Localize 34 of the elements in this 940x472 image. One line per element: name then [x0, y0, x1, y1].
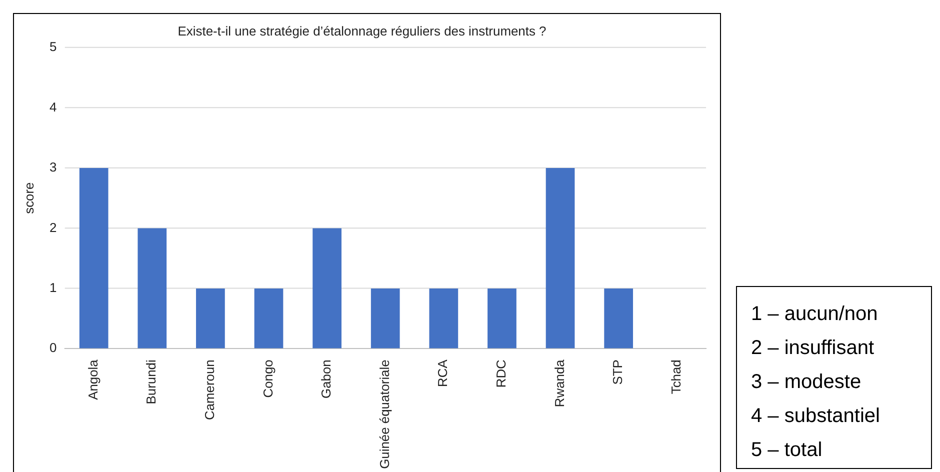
bar [604, 288, 634, 348]
text: 5 – total [751, 438, 824, 463]
x-tick-label: Rwanda [552, 358, 567, 408]
x-tick-label: Cameroun [202, 360, 218, 420]
x-tick-label: Angola [85, 358, 100, 400]
bar [488, 288, 516, 348]
text: 4 – substantiel [751, 404, 881, 429]
y-tick-label: 1 [50, 280, 57, 295]
text: 3 – modeste [751, 370, 862, 395]
bar [138, 228, 167, 348]
text: 2 – insuffisant [751, 336, 876, 361]
bar [312, 228, 342, 348]
chart-title: Existe-t-il une stratégie d’étalonnage réguliers des instruments ? [178, 23, 546, 38]
bar [79, 168, 108, 348]
x-tick-label: Congo [260, 360, 276, 398]
y-axis-title: score [21, 182, 36, 214]
x-tick-label: STP [610, 360, 626, 385]
y-tick-label: 2 [50, 220, 57, 235]
x-tick-label: RDC [494, 360, 509, 388]
x-tick-label: Guinée équatoriale [376, 360, 392, 469]
y-tick-label: 4 [50, 99, 57, 114]
bar [370, 288, 400, 348]
x-tick-label: RCA [435, 359, 450, 387]
bar [429, 288, 458, 348]
y-tick-label: 5 [50, 39, 57, 54]
bar [254, 288, 284, 348]
bar [196, 288, 225, 348]
text: 1 – aucun/non [751, 302, 879, 327]
y-tick-label: 0 [50, 340, 57, 356]
bar [546, 168, 575, 348]
x-tick-label: Tchad [668, 360, 684, 394]
y-tick-label: 3 [50, 160, 57, 175]
x-tick-label: Gabon [318, 360, 334, 398]
x-tick-label: Burundi [144, 360, 159, 404]
